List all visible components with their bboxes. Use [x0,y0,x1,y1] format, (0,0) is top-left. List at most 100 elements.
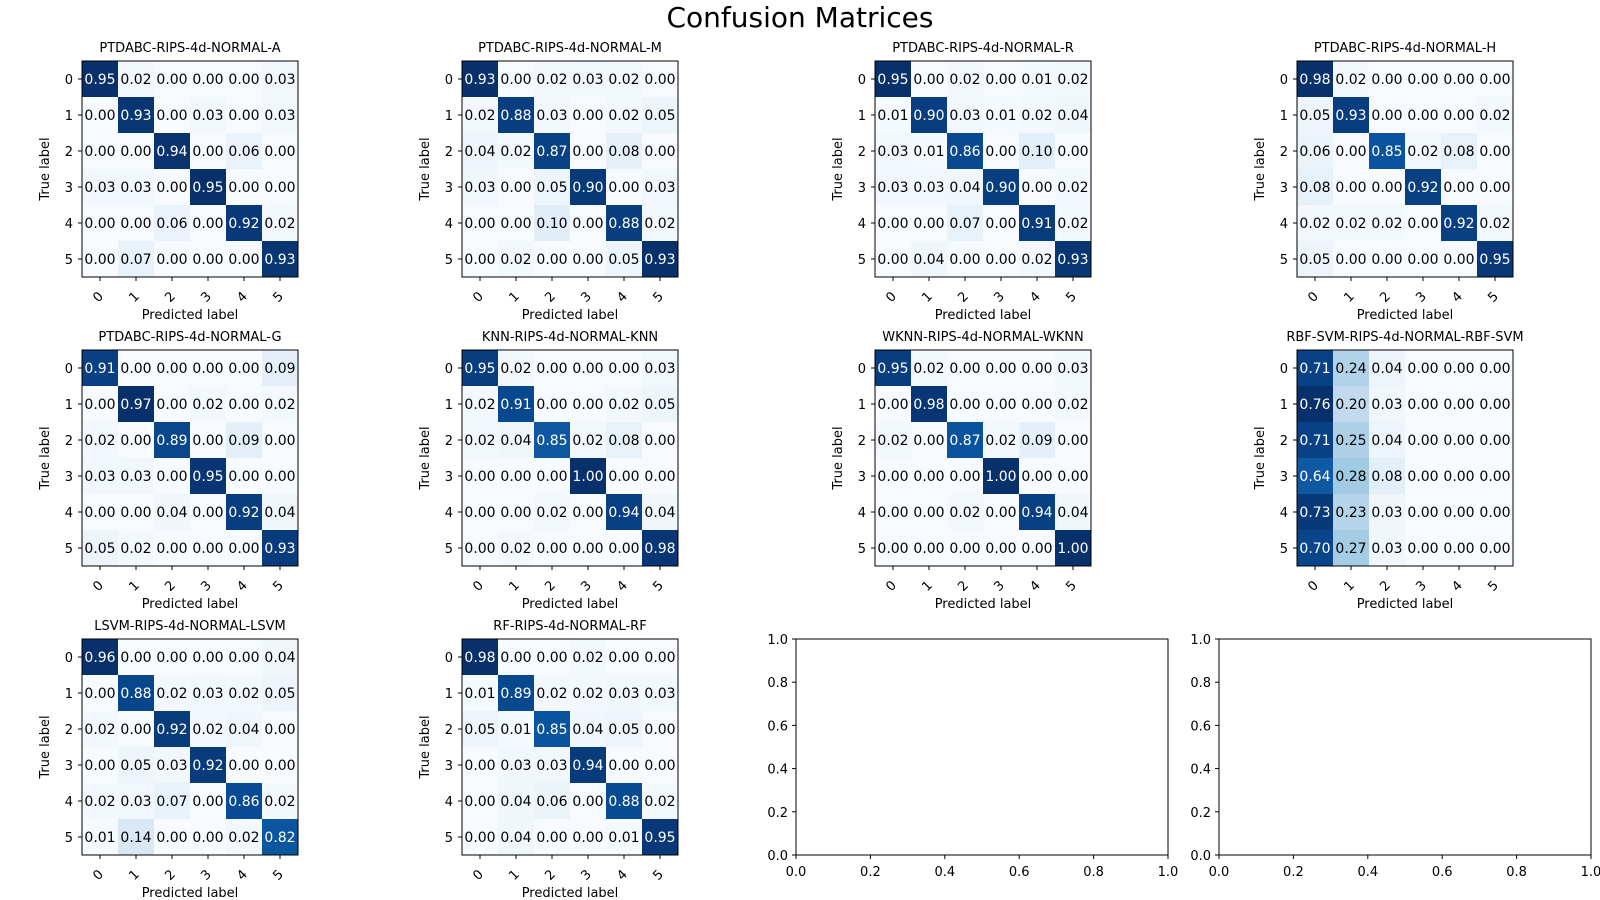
heatmap-cell [190,169,227,206]
heatmap-cell [190,133,227,170]
x-tick-label: 5 [270,289,286,305]
heatmap-cell [911,241,948,278]
heatmap-cell [911,350,948,387]
x-tick-label: 5 [1063,578,1079,594]
heatmap-cell [570,61,607,98]
panel-3: PTDABC-RIPS-4d-NORMAL-R 0.95 0.00 0.02 0.00 0… [831,41,1092,323]
heatmap-cell [947,241,984,278]
heatmap-cell [82,61,119,98]
cell-value: 0.01 [500,722,531,738]
heatmap-cell [1441,386,1478,423]
heatmap-cell [226,61,263,98]
heatmap-cell [1055,350,1092,387]
x-tick-label: 0.2 [1283,865,1304,880]
cell-value: 0.00 [1443,361,1474,377]
y-tick-label: 0.6 [767,719,788,734]
y-axis-label: True label [38,137,53,201]
cell-value: 0.00 [1407,108,1438,124]
cell-value: 0.00 [500,216,531,232]
heatmap-cell [154,61,191,98]
heatmap-cell [1055,241,1092,278]
cell-value: 0.00 [156,252,187,268]
heatmap-cell [118,711,155,748]
cell-value: 0.04 [1057,108,1088,124]
heatmap-cell [534,386,571,423]
heatmap-cell [606,422,643,459]
heatmap-cell [642,819,679,856]
x-tick-label: 4 [1449,289,1465,305]
y-tick-label: 1 [858,109,866,124]
cell-value: 0.00 [264,180,295,196]
cell-value: 0.00 [644,650,675,666]
heatmap-cell [1441,97,1478,134]
cell-value: 0.00 [156,650,187,666]
cell-value: 0.04 [156,505,187,521]
heatmap-cell [534,530,571,567]
cell-value: 0.20 [1335,397,1366,413]
heatmap-cell [154,530,191,567]
x-tick-label: 4 [614,578,630,594]
heatmap-cell [190,386,227,423]
heatmap-cell [1405,458,1442,495]
heatmap-cell [1019,133,1056,170]
x-tick-label: 0.4 [1357,865,1378,880]
cell-value: 0.02 [536,505,567,521]
cell-value: 0.03 [572,72,603,88]
cell-value: 0.95 [644,830,675,846]
heatmap-cell [642,783,679,820]
heatmap-cell [1333,458,1370,495]
heatmap-cell [82,241,119,278]
cell-value: 0.00 [228,650,259,666]
cell-value: 0.02 [1057,180,1088,196]
heatmap-cell [1477,241,1514,278]
cell-value: 0.00 [156,830,187,846]
y-tick-label: 5 [445,831,453,846]
cell-value: 0.00 [1443,541,1474,557]
x-axis-label: Predicted label [1357,597,1454,612]
x-tick-label: 4 [614,289,630,305]
cell-value: 0.00 [84,108,115,124]
cell-value: 0.06 [1299,144,1330,160]
heatmap-cell [498,133,535,170]
cell-value: 0.00 [192,650,223,666]
y-tick-label: 2 [858,145,866,160]
cell-value: 0.04 [464,144,495,160]
cell-value: 0.00 [608,469,639,485]
cell-value: 0.92 [156,722,187,738]
x-tick-label: 3 [198,867,214,883]
cell-value: 0.00 [949,469,980,485]
cell-value: 0.02 [1335,216,1366,232]
heatmap-cell [1369,494,1406,531]
heatmap-cell [462,133,499,170]
heatmap-cell [262,819,299,856]
heatmap-cell [498,386,535,423]
heatmap-cell [190,711,227,748]
cell-value: 0.02 [120,541,151,557]
heatmap-cell [462,97,499,134]
heatmap-cell [262,458,299,495]
heatmap-cell [1441,530,1478,567]
cell-value: 0.00 [536,650,567,666]
x-tick-label: 0 [470,578,486,594]
panel-title: PTDABC-RIPS-4d-NORMAL-H [1314,41,1496,56]
cell-value: 0.03 [84,469,115,485]
heatmap-cell [498,205,535,242]
x-axis-label: Predicted label [142,886,239,900]
heatmap-cell [1055,530,1092,567]
cell-value: 0.00 [1335,252,1366,268]
empty-axes-background [1219,639,1591,855]
cell-value: 0.02 [464,397,495,413]
heatmap-cell [875,350,912,387]
y-axis-label: True label [418,137,433,201]
heatmap-cell [82,747,119,784]
y-tick-label: 0.0 [1190,849,1211,864]
cell-value: 0.02 [572,686,603,702]
heatmap-cell [82,530,119,567]
heatmap-cell [190,97,227,134]
cell-value: 0.00 [985,144,1016,160]
cell-value: 0.00 [536,469,567,485]
heatmap-cell [534,133,571,170]
heatmap-cell [1333,422,1370,459]
cell-value: 0.02 [500,361,531,377]
heatmap-cell [947,530,984,567]
